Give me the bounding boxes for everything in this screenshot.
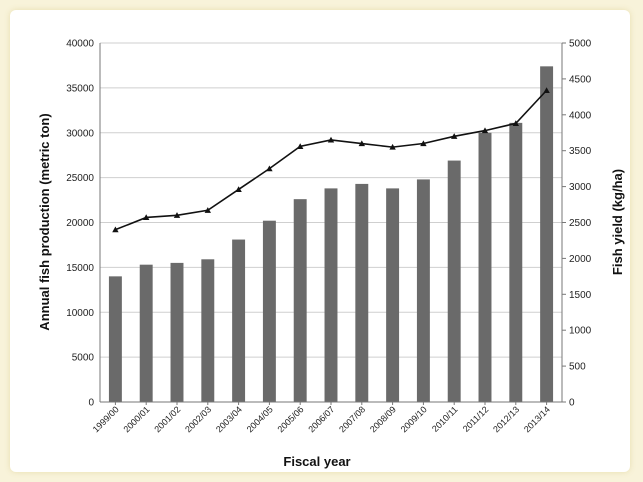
x-tick-label: 2006/07 xyxy=(306,404,336,434)
right-tick-label: 2000 xyxy=(569,254,592,265)
left-tick-label: 40000 xyxy=(66,39,94,50)
right-tick-label: 3500 xyxy=(569,146,592,157)
right-tick-label: 4000 xyxy=(569,110,592,121)
line-point xyxy=(266,165,273,172)
x-tick-label: 2011/12 xyxy=(461,404,491,434)
axes xyxy=(99,42,566,405)
right-tick-label: 0 xyxy=(569,398,575,409)
line-point xyxy=(173,212,181,218)
x-tick-label: 2000/01 xyxy=(122,404,152,434)
bar xyxy=(509,122,523,402)
line-series xyxy=(112,87,550,233)
bar xyxy=(416,179,430,402)
left-tick-label: 0 xyxy=(88,398,94,409)
right-tick-label: 1500 xyxy=(569,290,592,301)
line-point xyxy=(420,140,427,147)
x-tick-label: 2009/10 xyxy=(399,404,429,434)
bar xyxy=(232,239,246,402)
left-tick-label: 35000 xyxy=(66,83,94,94)
line-point xyxy=(297,143,304,149)
line-point xyxy=(358,140,365,147)
x-tick-label: 2004/05 xyxy=(245,404,275,434)
x-tick-label: 2001/02 xyxy=(152,404,182,434)
x-axis-ticks: 1999/00 2000/01 2001/02 2002/03 2003/04 2004/… xyxy=(91,404,552,434)
bar xyxy=(447,160,461,402)
right-axis-ticks: 0 500 1000 1500 2000 2500 3000 3500 4000 4500 5000 xyxy=(569,39,592,409)
left-tick-label: 10000 xyxy=(66,308,94,319)
bar xyxy=(262,220,276,402)
line-point xyxy=(143,214,150,221)
right-tick-label: 1000 xyxy=(569,326,592,337)
x-axis-title: Fiscal year xyxy=(283,454,350,469)
line-point xyxy=(389,143,396,150)
line-point xyxy=(235,186,242,193)
x-tick-label: 2003/04 xyxy=(214,404,244,434)
left-axis-ticks: 0 5000 10000 15000 20000 25000 30000 35000 40000 xyxy=(66,39,94,409)
bar xyxy=(540,66,554,403)
left-tick-label: 15000 xyxy=(66,263,94,274)
bar xyxy=(386,188,400,402)
x-tick-label: 2013/14 xyxy=(522,404,552,434)
line-point xyxy=(481,127,489,134)
x-tick-label: 2002/03 xyxy=(183,404,213,434)
x-tick-label: 2008/09 xyxy=(368,404,398,434)
left-tick-label: 25000 xyxy=(66,173,94,184)
line-point xyxy=(543,87,550,93)
bar xyxy=(293,199,307,402)
x-tick-label: 2012/13 xyxy=(491,404,521,434)
bar xyxy=(355,183,369,402)
bar xyxy=(170,262,184,402)
left-tick-label: 5000 xyxy=(72,353,95,364)
right-tick-label: 4500 xyxy=(569,74,592,85)
line-point xyxy=(204,207,211,213)
x-tick-label: 2007/08 xyxy=(337,404,367,434)
x-tick-label: 2005/06 xyxy=(276,404,306,434)
right-tick-label: 3000 xyxy=(569,182,592,193)
bar-series xyxy=(108,66,554,403)
left-axis-title: Annual fish production (metric ton) xyxy=(37,113,52,330)
line-point xyxy=(451,133,458,139)
line-point xyxy=(512,120,519,126)
right-axis-title: Fish yield (kg/ha) xyxy=(610,169,625,275)
bar xyxy=(108,276,122,402)
bar xyxy=(478,132,492,402)
right-tick-label: 500 xyxy=(569,362,586,373)
x-tick-label: 1999/00 xyxy=(91,404,121,434)
line-point xyxy=(327,136,335,143)
left-tick-label: 30000 xyxy=(66,128,94,139)
right-tick-label: 5000 xyxy=(569,39,592,50)
x-tick-label: 2010/11 xyxy=(430,404,460,434)
bar xyxy=(201,259,215,402)
bar xyxy=(324,188,338,402)
left-tick-label: 20000 xyxy=(66,218,94,229)
right-tick-label: 2500 xyxy=(569,218,592,229)
bar xyxy=(139,264,153,402)
line-point xyxy=(112,226,119,233)
